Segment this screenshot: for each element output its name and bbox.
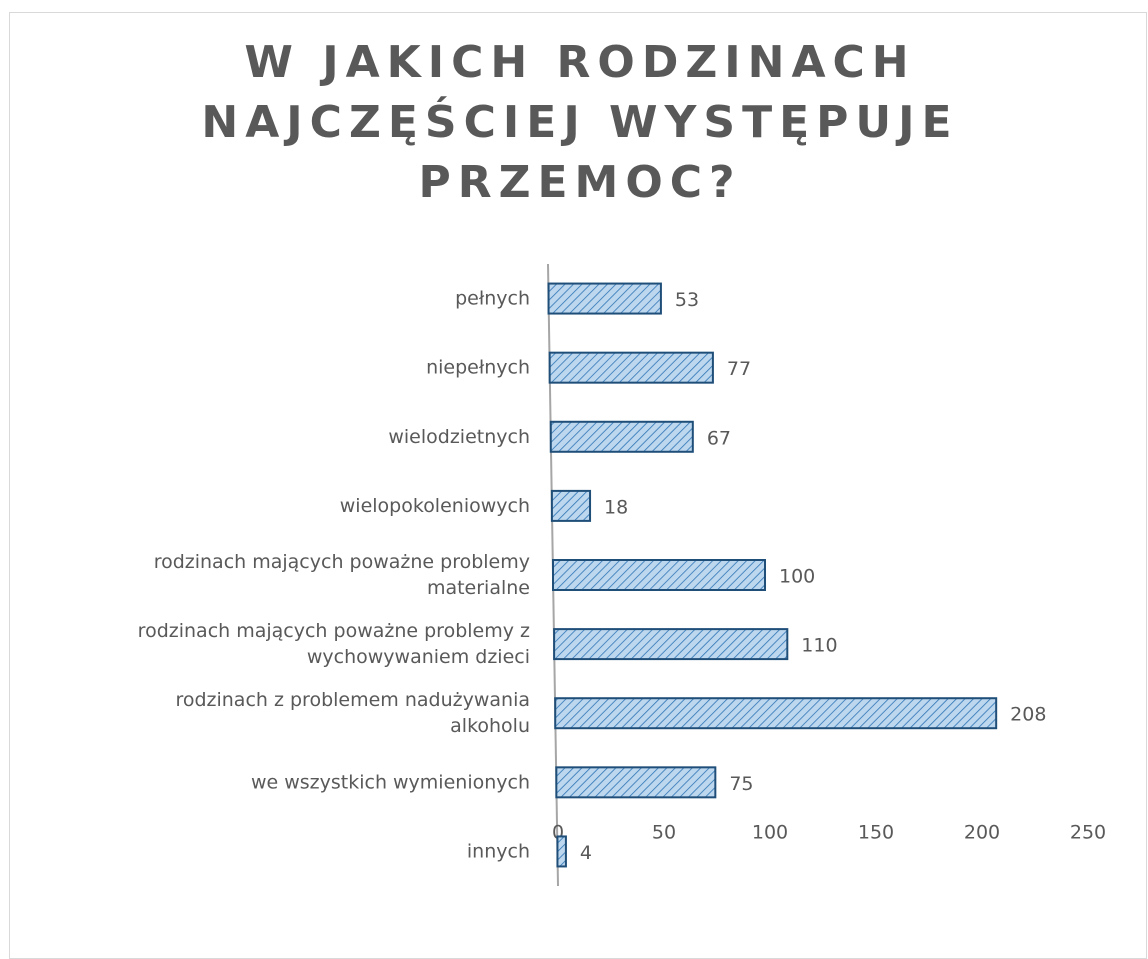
y-tick-label: rodzinach z problemem nadużywania alkohol… bbox=[175, 689, 530, 737]
y-tick-label: we wszystkich wymienionych bbox=[251, 771, 530, 793]
bar bbox=[548, 351, 714, 384]
data-label: 53 bbox=[675, 289, 699, 311]
y-tick-label: niepełnych bbox=[426, 356, 530, 378]
bar bbox=[555, 766, 717, 799]
data-label: 4 bbox=[580, 842, 592, 864]
y-tick-label: innych bbox=[467, 840, 530, 862]
bar bbox=[552, 559, 766, 591]
bar bbox=[554, 697, 998, 730]
y-tick-label: pełnych bbox=[455, 287, 530, 309]
data-label: 110 bbox=[801, 635, 837, 657]
data-label: 75 bbox=[729, 773, 753, 795]
data-label: 100 bbox=[779, 566, 815, 588]
chart-border bbox=[9, 12, 1147, 959]
data-label: 208 bbox=[1010, 704, 1046, 726]
bar bbox=[556, 835, 567, 868]
data-label: 77 bbox=[727, 358, 751, 380]
bar bbox=[553, 628, 789, 661]
bar bbox=[550, 489, 592, 522]
x-tick-label: 50 bbox=[652, 822, 676, 844]
x-tick-label: 150 bbox=[858, 822, 894, 844]
bar bbox=[549, 420, 694, 453]
bar bbox=[547, 282, 662, 315]
y-tick-label: rodzinach mających poważne problemy z wyc… bbox=[138, 620, 530, 668]
data-label: 18 bbox=[604, 496, 628, 518]
data-label: 67 bbox=[707, 427, 731, 449]
y-tick-label: wielodzietnych bbox=[388, 425, 530, 447]
x-tick-label: 250 bbox=[1070, 822, 1106, 844]
y-tick-label: wielopokoleniowych bbox=[340, 494, 530, 516]
x-tick-label: 100 bbox=[752, 822, 788, 844]
x-tick-label: 200 bbox=[964, 822, 1000, 844]
chart-title: W JAKICH RODZINACH NAJCZĘŚCIEJ WYSTĘPUJE P… bbox=[201, 37, 958, 208]
y-tick-label: rodzinach mających poważne problemy mater… bbox=[154, 551, 530, 599]
